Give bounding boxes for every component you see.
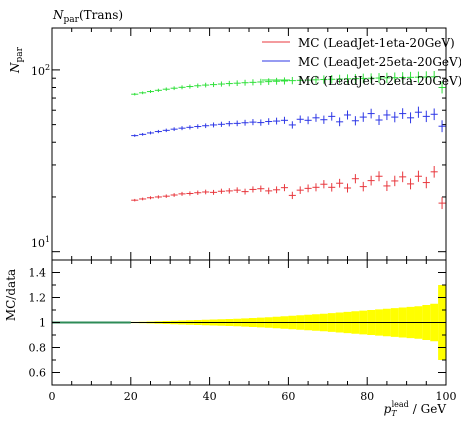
- main-y-ticks: [52, 69, 446, 261]
- main-y-axis-label: Npar: [8, 46, 25, 74]
- x-tick-label: 60: [281, 390, 295, 403]
- series-1: [131, 165, 446, 210]
- x-axis-label: pTlead / GeV: [384, 400, 447, 418]
- x-axis-label-sup: lead: [392, 400, 409, 409]
- ytick-label-100: 102: [31, 63, 50, 78]
- legend-label-52eta: MC (LeadJet-52eta-20GeV): [298, 74, 461, 88]
- ytick-label-100-exp: 2: [45, 63, 50, 72]
- ytick-label-10-exp: 1: [45, 235, 50, 244]
- ytick-label-100-base: 10: [31, 65, 45, 78]
- main-y-axis-label-main: N: [8, 62, 22, 74]
- x-tick-label: 100: [436, 390, 457, 403]
- ratio-ytick-label: 0.8: [29, 342, 47, 355]
- ytick-label-10: 101: [31, 235, 50, 250]
- chart-title-sub: par: [64, 15, 80, 25]
- legend-label-25eta: MC (LeadJet-25eta-20GeV): [298, 55, 461, 69]
- ratio-y-ticks: 0.6 0.8 1 1.2 1.4: [29, 259, 446, 386]
- series-2: [131, 106, 446, 137]
- ratio-ytick-label: 1.4: [29, 267, 47, 280]
- ratio-ytick-label: 0.6: [29, 367, 47, 380]
- x-tick-label: 80: [360, 390, 374, 403]
- x-axis-label-unit: / GeV: [413, 402, 447, 416]
- main-panel: 102 101 Npar Npar(Trans) MC (LeadJet-1et…: [8, 8, 461, 261]
- legend-label-1eta: MC (LeadJet-1eta-20GeV): [298, 36, 455, 50]
- main-y-axis-label-sub: par: [15, 46, 25, 62]
- legend: MC (LeadJet-1eta-20GeV) MC (LeadJet-25et…: [262, 36, 461, 88]
- x-tick-label: 0: [49, 390, 56, 403]
- ytick-label-10-base: 10: [31, 237, 45, 250]
- chart-title: Npar(Trans): [52, 8, 123, 25]
- x-tick-label: 20: [124, 390, 138, 403]
- ratio-panel: 0.6 0.8 1 1.2 1.4 0 20 40 60 80 100 MC/data pTlea…: [4, 259, 457, 418]
- ratio-ytick-label: 1: [39, 317, 46, 330]
- x-axis-label-main: p: [384, 402, 392, 416]
- x-tick-label: 40: [203, 390, 217, 403]
- series-3: [131, 71, 446, 96]
- ratio-y-axis-label: MC/data: [4, 269, 18, 321]
- ratio-ytick-label: 1.2: [29, 292, 47, 305]
- series-group: [131, 71, 446, 210]
- chart-title-suffix: (Trans): [79, 8, 123, 22]
- x-axis-label-sub: T: [391, 409, 397, 418]
- ratio-x-ticks: 0 20 40 60 80 100: [49, 260, 457, 403]
- main-x-ticks: [51, 28, 447, 260]
- chart-title-main: N: [52, 8, 64, 22]
